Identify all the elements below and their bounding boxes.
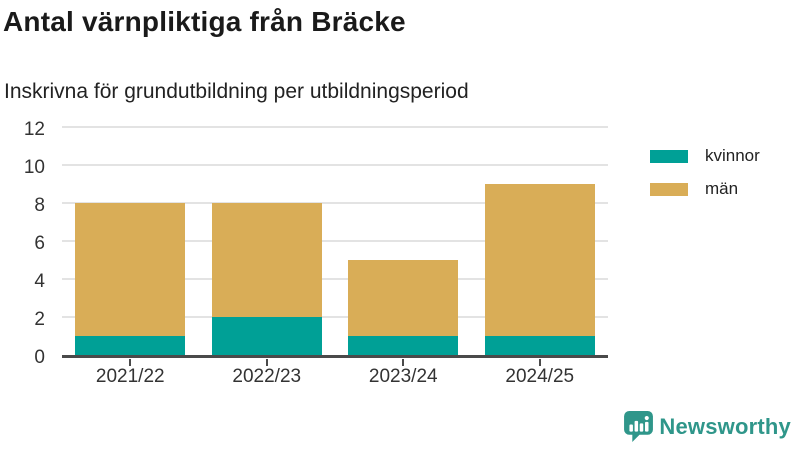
legend-swatch-män <box>650 182 688 196</box>
bar-2024/25 <box>484 184 595 355</box>
chart-subtitle: Inskrivna för grundutbildning per utbild… <box>4 80 469 103</box>
bar-2023/24 <box>348 260 459 355</box>
x-tick-mark-2022/23 <box>265 359 268 366</box>
gridline-12 <box>62 126 608 128</box>
gridline-2 <box>62 316 608 318</box>
y-tick-label-10: 10 <box>23 157 45 178</box>
gridline-10 <box>62 164 608 166</box>
x-tick-mark-2023/24 <box>402 359 405 366</box>
gridline-8 <box>62 202 608 204</box>
y-tick-label-8: 8 <box>34 195 45 216</box>
bar-segment-män-2021/22 <box>75 203 186 336</box>
x-tick-label-2021/22: 2021/22 <box>95 366 165 387</box>
legend-item-kvinnor: kvinnor <box>650 146 760 166</box>
y-tick-label-6: 6 <box>34 233 45 254</box>
bar-segment-män-2023/24 <box>348 260 459 336</box>
gridline-6 <box>62 240 608 242</box>
legend: kvinnor män <box>650 146 760 199</box>
y-tick-label-12: 12 <box>23 119 45 140</box>
bar-segment-kvinnor-2021/22 <box>75 336 186 355</box>
newsworthy-logo[interactable]: Newsworthy <box>623 410 791 443</box>
legend-label-kvinnor: kvinnor <box>705 146 760 165</box>
legend-item-män: män <box>650 179 760 199</box>
bar-2021/22 <box>75 203 186 355</box>
plot-area <box>62 126 608 358</box>
chart-title: Antal värnpliktiga från Bräcke <box>3 6 406 37</box>
x-tick-label-2022/23: 2022/23 <box>232 366 302 387</box>
x-tick-mark-2024/25 <box>538 359 541 366</box>
y-tick-label-0: 0 <box>34 347 45 368</box>
x-tick-label-2024/25: 2024/25 <box>505 366 575 387</box>
bar-segment-kvinnor-2023/24 <box>348 336 459 355</box>
newsworthy-wordmark: Newsworthy <box>659 413 791 439</box>
x-tick-mark-2021/22 <box>129 359 132 366</box>
bar-segment-kvinnor-2024/25 <box>484 336 595 355</box>
bar-segment-män-2024/25 <box>484 184 595 336</box>
bar-segment-kvinnor-2022/23 <box>211 317 322 355</box>
bar-segment-män-2022/23 <box>211 203 322 317</box>
y-tick-label-2: 2 <box>34 309 45 330</box>
newsworthy-bubble-icon <box>624 411 654 442</box>
bar-2022/23 <box>211 203 322 355</box>
y-tick-label-4: 4 <box>34 271 45 292</box>
gridline-4 <box>62 278 608 280</box>
x-tick-label-2023/24: 2023/24 <box>368 366 438 387</box>
legend-swatch-kvinnor <box>650 149 688 163</box>
legend-label-män: män <box>705 179 739 198</box>
